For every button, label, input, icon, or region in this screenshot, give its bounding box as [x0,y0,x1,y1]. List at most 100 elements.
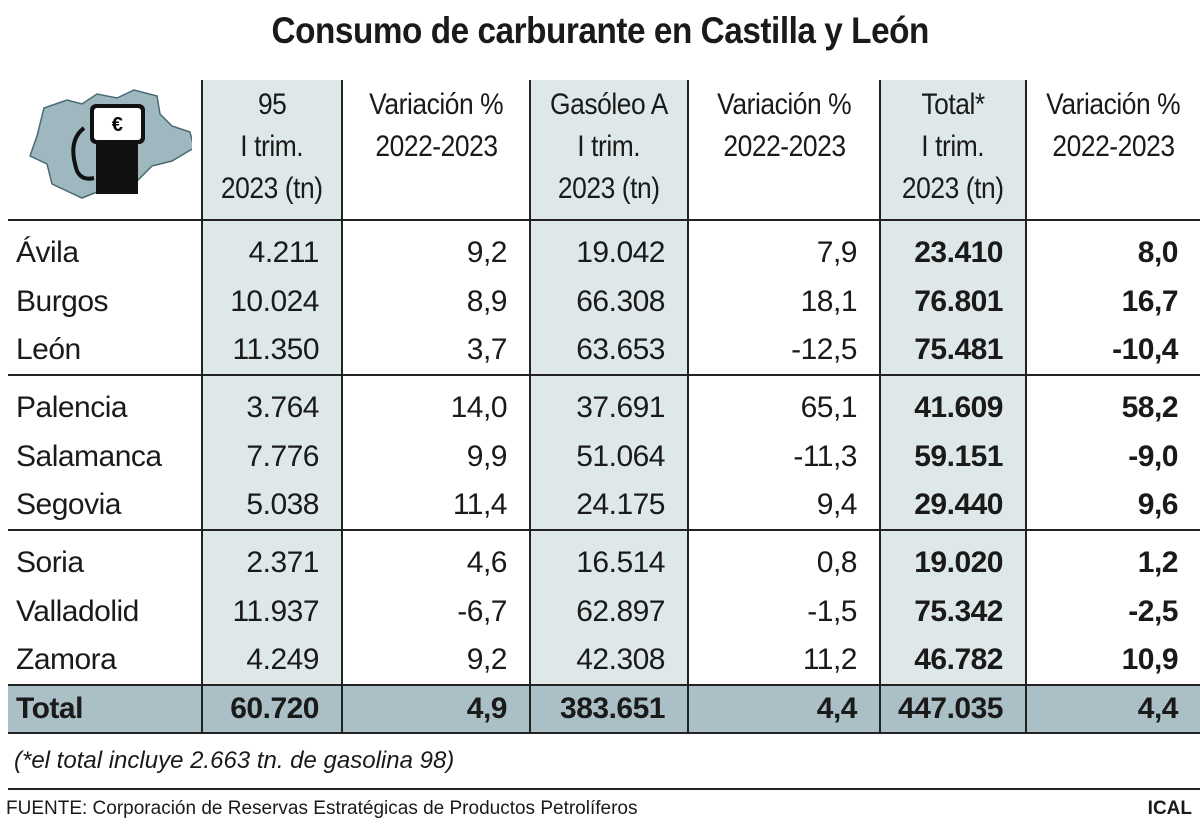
column-header-text: 2023 (tn) [558,172,660,205]
footnote: (*el total incluye 2.663 tn. de gasolina… [14,747,455,774]
column-header-line: 2022-2023 [689,126,879,168]
page-title: Consumo de carburante en Castilla y León [0,10,1200,52]
table-row: Zamora 4.249 9,2 42.308 11,2 46.782 10,9 [8,636,1200,685]
table-cell: 7.776 [201,432,342,481]
divider [8,788,1200,790]
page-title-text: Consumo de carburante en Castilla y León [271,10,929,51]
table-cell: 58,2 [1025,375,1200,432]
table-cell: 11.350 [201,326,342,376]
table-cell: 24.175 [529,481,688,531]
table-cell: 9,9 [341,432,530,481]
table-cell: 5.038 [201,481,342,531]
column-header-line: I trim. [203,126,341,168]
table-cell: 75.481 [879,326,1026,376]
table-cell: 9,2 [341,220,530,277]
table-cell: 7,9 [687,220,880,277]
province-name: Segovia [8,481,202,531]
table-row: Segovia 5.038 11,4 24.175 9,4 29.440 9,6 [8,481,1200,531]
table-cell: 8,9 [341,277,530,326]
column-header-line: Total* [881,84,1025,126]
table-row: Soria 2.371 4,6 16.514 0,8 19.020 1,2 [8,530,1200,587]
column-header-line: 2022-2023 [343,126,529,168]
column-header-line: 2022-2023 [1027,126,1200,168]
table-cell: 18,1 [687,277,880,326]
column-header-line: 95 [203,84,341,126]
table-cell: 9,6 [1025,481,1200,531]
table-cell: 63.653 [529,326,688,376]
province-name: León [8,326,202,376]
table-cell: 447.035 [879,684,1026,734]
fuel-pump-map-icon: € [29,89,192,199]
province-name: Salamanca [16,439,162,473]
table-cell: 4,6 [341,530,530,587]
column-header-text: Variación % [368,88,504,121]
column-header-text: 2023 (tn) [221,172,323,205]
table-cell: 3,7 [341,326,530,376]
table-cell: -11,3 [687,432,880,481]
column-header-text: I trim. [921,130,985,163]
table-cell: 2.371 [201,530,342,587]
total-row: Total 60.720 4,9 383.651 4,4 447.035 4,4 [8,684,1200,734]
table-cell: 60.720 [201,684,342,734]
table-cell: -2,5 [1025,587,1200,636]
table-cell: 4,9 [341,684,530,734]
province-name: Valladolid [16,594,139,628]
table-cell: 16,7 [1025,277,1200,326]
table-cell: 42.308 [529,636,688,685]
table-row: León 11.350 3,7 63.653 -12,5 75.481 -10,4 [8,326,1200,376]
table-cell: 19.020 [879,530,1026,587]
table-cell: 4.249 [201,636,342,685]
table-cell: 62.897 [529,587,688,636]
column-header-line: I trim. [881,126,1025,168]
table-cell: 23.410 [879,220,1026,277]
province-name: Ávila [16,236,79,269]
column-header-text: Variación % [716,88,852,121]
column-header-line: 2023 (tn) [881,168,1025,210]
table-cell: 11.937 [201,587,342,636]
table-cell: 0,8 [687,530,880,587]
table-cell: 41.609 [879,375,1026,432]
table-cell: 10.024 [201,277,342,326]
table-cell: 66.308 [529,277,688,326]
province-name: Soria [16,546,84,579]
province-name: Palencia [16,391,128,424]
content: € 95 I trim. 2023 (tn) Variación % 2022-2023… [6,80,1200,822]
table-cell: 19.042 [529,220,688,277]
column-header-line: 2023 (tn) [203,168,341,210]
column-header-text: Variación % [1046,88,1181,121]
column-header-line: 2023 (tn) [531,168,687,210]
table-cell: 16.514 [529,530,688,587]
column-header: 95 I trim. 2023 (tn) [201,80,342,220]
column-header-line: I trim. [531,126,687,168]
table-cell: 11,2 [687,636,880,685]
column-header-line [689,168,879,210]
column-header-text: 2022-2023 [722,130,846,163]
column-header-line [1027,168,1200,210]
source-text: FUENTE: Corporación de Reservas Estratég… [6,798,638,819]
table-cell: 4,4 [1025,684,1200,734]
table-row: Salamanca 7.776 9,9 51.064 -11,3 59.151 -9,0 [8,432,1200,481]
table-cell: -1,5 [687,587,880,636]
column-header-text: I trim. [577,130,641,163]
table-cell: 76.801 [879,277,1026,326]
table-cell: -6,7 [341,587,530,636]
table-cell: 9,2 [341,636,530,685]
table-cell: 46.782 [879,636,1026,685]
table-row: Ávila 4.211 9,2 19.042 7,9 23.410 8,0 [8,220,1200,277]
table-cell: 29.440 [879,481,1026,531]
column-header-line: Variación % [343,84,529,126]
province-name: Zamora [16,643,117,676]
table-cell: 59.151 [879,432,1026,481]
table-row: Burgos 10.024 8,9 66.308 18,1 76.801 16,7 [8,277,1200,326]
column-header: Gasóleo A I trim. 2023 (tn) [529,80,688,220]
fuel-consumption-table: € 95 I trim. 2023 (tn) Variación % 2022-2023… [8,80,1200,734]
column-header-line: Variación % [1027,84,1200,126]
table-cell: 14,0 [341,375,530,432]
column-header-text: 2022-2023 [374,130,498,163]
table-cell: 1,2 [1025,530,1200,587]
table-cell: 11,4 [341,481,530,531]
header-row: € 95 I trim. 2023 (tn) Variación % 2022-2023… [8,80,1200,220]
column-header-text: 2022-2023 [1052,130,1175,163]
footer: FUENTE: Corporación de Reservas Estratég… [6,798,1200,822]
table-row: Palencia 3.764 14,0 37.691 65,1 41.609 58,2 [8,375,1200,432]
